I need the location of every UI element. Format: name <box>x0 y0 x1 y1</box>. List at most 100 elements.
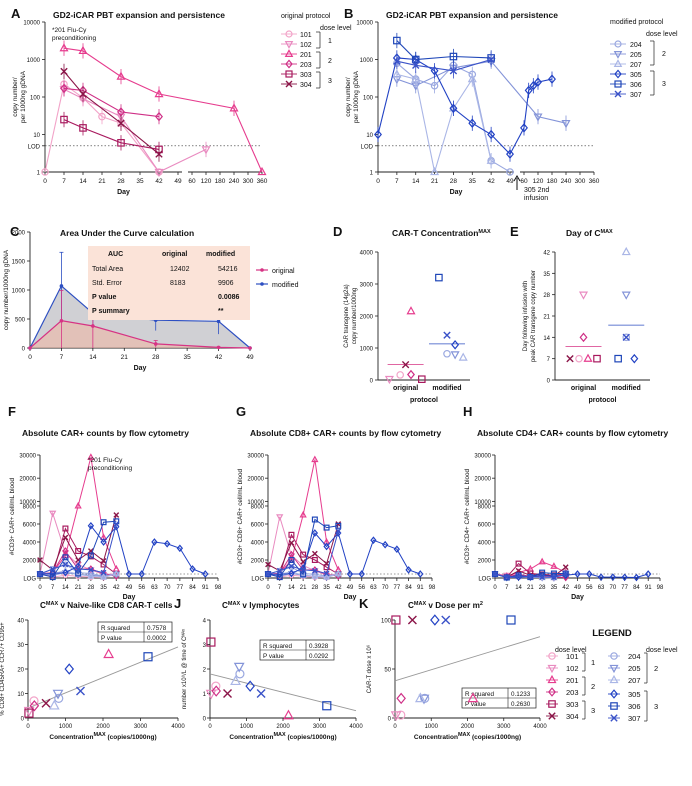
point-307 <box>311 567 318 574</box>
point-305 <box>451 340 460 350</box>
x-tick-label: 1000 <box>425 724 439 730</box>
panel-title: Area Under the Curve calculation <box>60 228 194 238</box>
panel-D: D CAR-T ConcentrationMAX 0 1000 2000 3000 4000… <box>333 224 491 404</box>
point-201 <box>283 709 294 720</box>
point-307 <box>276 567 283 574</box>
table-cell: 8183 <box>170 280 186 287</box>
panel-H: H Absolute CD4+ CAR+ counts by flow cytom… <box>463 404 669 601</box>
stats-value: 0.0002 <box>147 635 167 642</box>
x-tick-label: 7 <box>51 585 55 591</box>
x-tick-label: 21 <box>527 585 534 591</box>
series-101-line <box>44 83 160 173</box>
x-tick-label: 42 <box>155 178 163 185</box>
point-307 <box>492 571 498 577</box>
y-tick-label: 4000 <box>478 541 492 547</box>
legend-label: 307 <box>628 714 641 723</box>
legend-label: 207 <box>628 676 641 685</box>
x-tick-label: 0 <box>393 724 397 730</box>
point-305 <box>506 149 514 159</box>
point-201 <box>550 562 558 569</box>
panel-B: B GD2-iCAR PBT expansion and persistence 1… <box>344 6 600 202</box>
fit-line <box>394 636 541 682</box>
x-tick-label: 91 <box>202 585 209 591</box>
stats-label: P value <box>263 653 284 660</box>
point-305 <box>529 80 538 91</box>
point-207 <box>322 572 331 580</box>
marker-square <box>391 615 401 625</box>
y-tick-label: 0 <box>22 347 26 353</box>
x-tick-label: 7 <box>505 585 509 591</box>
marker-x <box>407 615 417 625</box>
marker-triangle-up <box>112 569 120 577</box>
marker-x <box>562 564 569 571</box>
legend-title: original protocol <box>281 13 331 20</box>
y-tick-label: 4000 <box>23 541 37 547</box>
marker-triangle-up <box>609 674 619 684</box>
point-204 <box>443 349 451 358</box>
marker-diamond <box>506 149 514 159</box>
x-tick-label: 240 <box>229 178 240 185</box>
panel-title: Day of CMAX <box>566 228 613 238</box>
marker-diamond <box>534 77 542 87</box>
auc-table: AUC original modified Total Area 12402 54216 S… <box>88 246 250 320</box>
stats-label: P value <box>101 635 122 642</box>
y-tick-label: 8000 <box>478 505 492 511</box>
category-label: modified <box>432 385 461 392</box>
point-304 <box>323 560 330 567</box>
legend-dose-title: dose level <box>646 647 678 654</box>
marker-diamond <box>288 569 295 578</box>
x-tick-label: 120 <box>201 178 212 185</box>
x-tick-label: 4000 <box>533 724 547 730</box>
y-axis-title: copy number/1000ng <box>352 288 358 344</box>
marker-diamond <box>430 66 439 76</box>
point-307 <box>256 689 266 698</box>
point-modified <box>216 319 221 324</box>
marker-diamond <box>311 529 319 537</box>
x-tick-label: 300 <box>575 178 586 185</box>
point-303 <box>206 637 216 647</box>
point-307 <box>539 574 546 580</box>
point-304 <box>311 550 318 557</box>
marker-diamond <box>189 565 196 573</box>
point-305 <box>358 570 365 578</box>
y-tick-label: 20 <box>17 668 24 674</box>
y-axis-title: #CD3+ CAR+ cell/mL blood <box>9 477 16 555</box>
marker-triangle-up <box>414 692 426 703</box>
x-tick-label: 28 <box>152 354 160 361</box>
x-tick-label: 60 <box>520 178 528 185</box>
point-307 <box>622 333 630 342</box>
marker-x <box>323 560 330 567</box>
point-303 <box>593 354 601 363</box>
point-203 <box>211 685 221 697</box>
marker-square <box>492 570 499 577</box>
y-tick-label: LOD <box>361 144 374 150</box>
marker-x <box>539 574 546 580</box>
point-305 <box>630 353 639 364</box>
marker-x <box>117 119 125 127</box>
marker-x <box>113 521 120 527</box>
point-305 <box>370 536 377 545</box>
point-304 <box>407 615 417 625</box>
marker-triangle-down <box>284 40 294 49</box>
y-tick-label: 10000 <box>356 21 373 27</box>
point-303 <box>60 115 68 124</box>
point-306 <box>100 519 107 526</box>
x-axis-title: ConcentrationMAX (copies/1000ng) <box>414 732 521 741</box>
legend-B: modified protocol dose level 204 205 207 305 3… <box>610 19 678 99</box>
marker-diamond <box>393 545 401 554</box>
y-axis-title: per 1000ng gDNA <box>353 70 360 123</box>
point-305 <box>633 573 640 582</box>
y-axis-title: #CD3+ CD4+ CAR+ cell/mL blood <box>464 468 471 564</box>
x-tick-label: 98 <box>429 585 436 591</box>
marker-square <box>562 570 569 577</box>
marker-triangle-down <box>418 694 430 705</box>
point-102 <box>154 168 164 178</box>
x-tick-label: 63 <box>598 585 605 591</box>
x-tick-label: 1000 <box>59 724 73 730</box>
marker-x <box>155 150 163 158</box>
fit-line <box>209 673 357 712</box>
marker-triangle-up <box>458 352 468 361</box>
y-tick-label: 21 <box>543 315 550 321</box>
